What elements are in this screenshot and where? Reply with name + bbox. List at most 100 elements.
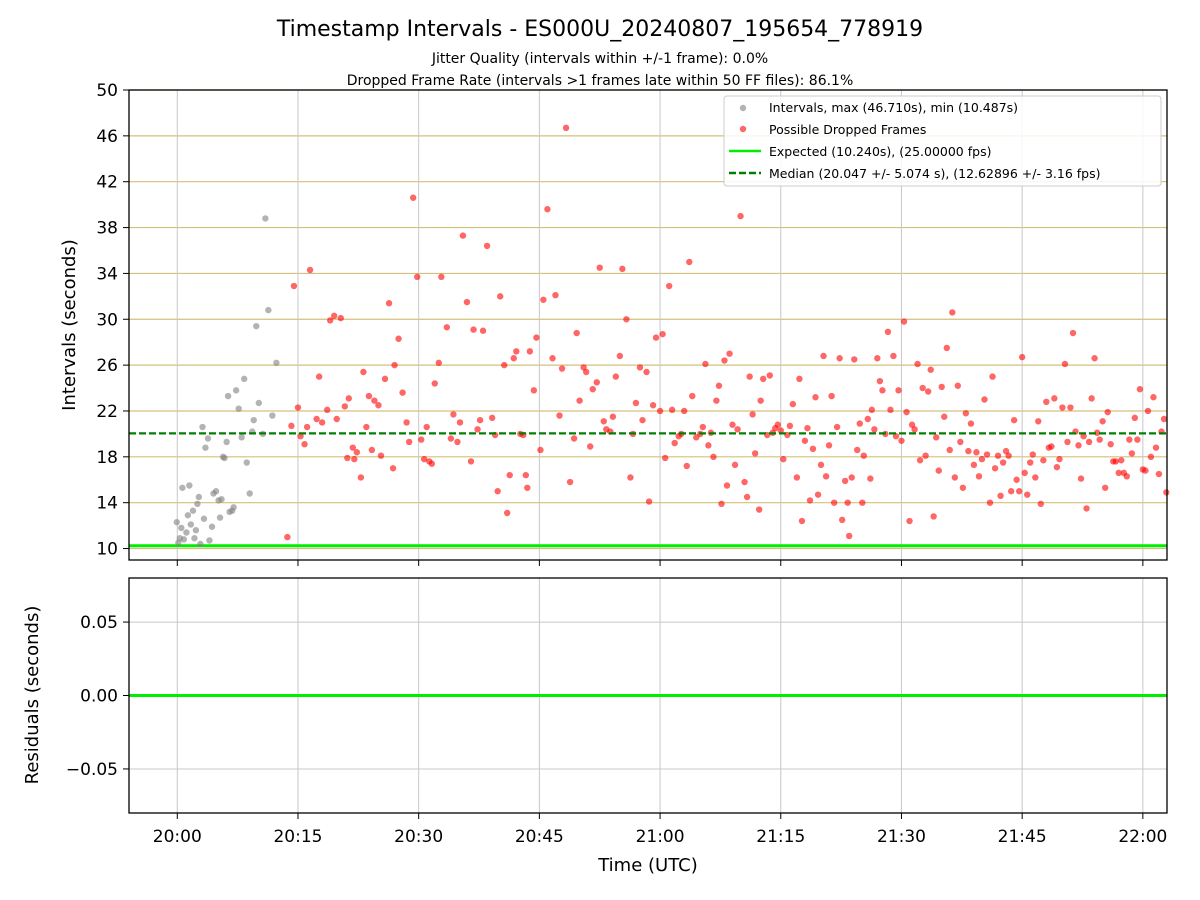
chart-title: Timestamp Intervals - ES000U_20240807_19…: [276, 17, 923, 42]
dropped-frame-point: [313, 415, 320, 423]
interval-point: [240, 375, 248, 383]
dropped-frame-point: [360, 368, 367, 376]
interval-point: [218, 496, 225, 503]
interval-point: [243, 459, 250, 466]
dropped-frame-point: [365, 392, 373, 400]
dropped-frame-point: [983, 451, 991, 458]
dropped-frame-point: [522, 471, 530, 479]
dropped-frame-point: [627, 474, 634, 481]
dropped-frame-point: [476, 416, 484, 424]
chart-subtitle-dropped: Dropped Frame Rate (intervals >1 frames …: [347, 73, 854, 89]
dropped-frame-point: [371, 397, 378, 404]
dropped-frame-point: [431, 380, 438, 387]
dropped-frame-point: [796, 375, 803, 383]
x-tick-label: 22:00: [1118, 827, 1167, 847]
dropped-frame-point: [751, 450, 759, 457]
dropped-frame-point: [916, 457, 924, 464]
dropped-frame-point: [841, 477, 849, 485]
dropped-frame-point: [978, 455, 986, 463]
dropped-frame-point: [349, 444, 357, 451]
dropped-frame-point: [838, 516, 846, 524]
legend-marker-dropped: [739, 125, 747, 133]
dropped-frame-point: [965, 447, 972, 455]
dropped-frame-point: [562, 124, 570, 132]
dropped-frame-point: [962, 410, 970, 417]
dropped-frame-point: [989, 373, 996, 380]
dropped-frame-point: [814, 491, 822, 498]
dropped-frame-point: [777, 427, 784, 434]
dropped-frame-point: [375, 402, 382, 409]
dropped-frame-point: [1035, 418, 1042, 425]
dropped-frame-point: [702, 360, 709, 368]
dropped-frame-point: [389, 465, 397, 472]
dropped-frame-point: [645, 498, 653, 505]
dropped-frame-point: [830, 499, 838, 506]
dropped-frame-point: [593, 379, 600, 386]
dropped-frame-point: [859, 499, 866, 506]
y-tick-label: 34: [96, 264, 118, 284]
dropped-frame-point: [1150, 394, 1157, 401]
residuals-y-ticks: 0.05 0.00 −0.05: [66, 613, 129, 780]
interval-point: [178, 524, 185, 532]
dropped-frame-point: [1010, 416, 1018, 424]
dropped-frame-point: [844, 499, 851, 506]
dropped-frame-point: [1032, 474, 1039, 481]
dropped-frame-point: [686, 258, 693, 266]
dropped-frame-point: [1029, 451, 1036, 458]
dropped-frame-point: [377, 452, 385, 459]
legend-label-median: Median (20.047 +/- 5.074 s), (12.62896 +…: [769, 166, 1100, 181]
dropped-frame-point: [1056, 455, 1063, 463]
dropped-frame-point: [864, 415, 872, 423]
dropped-frame-point: [337, 314, 344, 322]
dropped-frame-point: [975, 473, 983, 480]
interval-point: [206, 537, 213, 544]
dropped-frame-point: [1064, 438, 1071, 446]
interval-point: [184, 512, 192, 519]
interval-point: [208, 523, 216, 530]
dropped-frame-point: [589, 385, 596, 393]
dropped-frame-point: [848, 474, 855, 481]
dropped-frame-point: [723, 482, 731, 489]
dropped-frame-point: [549, 355, 556, 362]
dropped-frame-point: [812, 394, 819, 401]
interval-point: [269, 412, 276, 419]
dropped-frame-point: [530, 387, 538, 394]
dropped-frame-point: [757, 397, 764, 404]
dropped-frame-point: [1115, 469, 1122, 477]
dropped-frame-point: [533, 334, 540, 341]
dropped-frame-point: [351, 455, 358, 463]
dropped-frame-point: [659, 330, 666, 338]
dropped-frame-point: [540, 296, 547, 303]
dropped-frame-point: [474, 426, 481, 433]
dropped-frame-point: [510, 355, 517, 362]
dropped-frame-point: [385, 300, 393, 307]
dropped-frame-point: [749, 411, 756, 418]
dropped-frame-point: [871, 426, 878, 433]
legend-label-intervals: Intervals, max (46.710s), min (10.487s): [769, 100, 1018, 115]
interval-point: [179, 484, 186, 491]
dropped-frame-point: [710, 453, 717, 461]
x-tick-label: 21:30: [877, 827, 926, 847]
dropped-frame-point: [713, 397, 720, 404]
dropped-frame-point: [459, 232, 467, 239]
dropped-frame-point: [297, 432, 304, 440]
dropped-frame-point: [715, 382, 723, 389]
dropped-frame-point: [1099, 418, 1106, 425]
dropped-frame-point: [868, 406, 876, 414]
dropped-frame-point: [689, 392, 696, 400]
dropped-frame-point: [381, 375, 389, 383]
dropped-frame-point: [391, 361, 398, 369]
interval-point: [250, 416, 257, 424]
dropped-frame-point: [450, 411, 457, 418]
dropped-frame-point: [503, 509, 511, 517]
dropped-frame-point: [786, 422, 794, 430]
interval-point: [189, 507, 197, 514]
dropped-frame-point: [395, 335, 402, 342]
dropped-frame-point: [326, 317, 334, 324]
y-tick-label: 30: [96, 310, 118, 330]
dropped-frame-point: [423, 423, 430, 431]
chart-subtitle-jitter: Jitter Quality (intervals within +/-1 fr…: [431, 51, 768, 67]
dropped-frame-point: [1021, 469, 1028, 477]
dropped-frame-point: [570, 435, 578, 442]
dropped-frame-point: [766, 372, 773, 379]
